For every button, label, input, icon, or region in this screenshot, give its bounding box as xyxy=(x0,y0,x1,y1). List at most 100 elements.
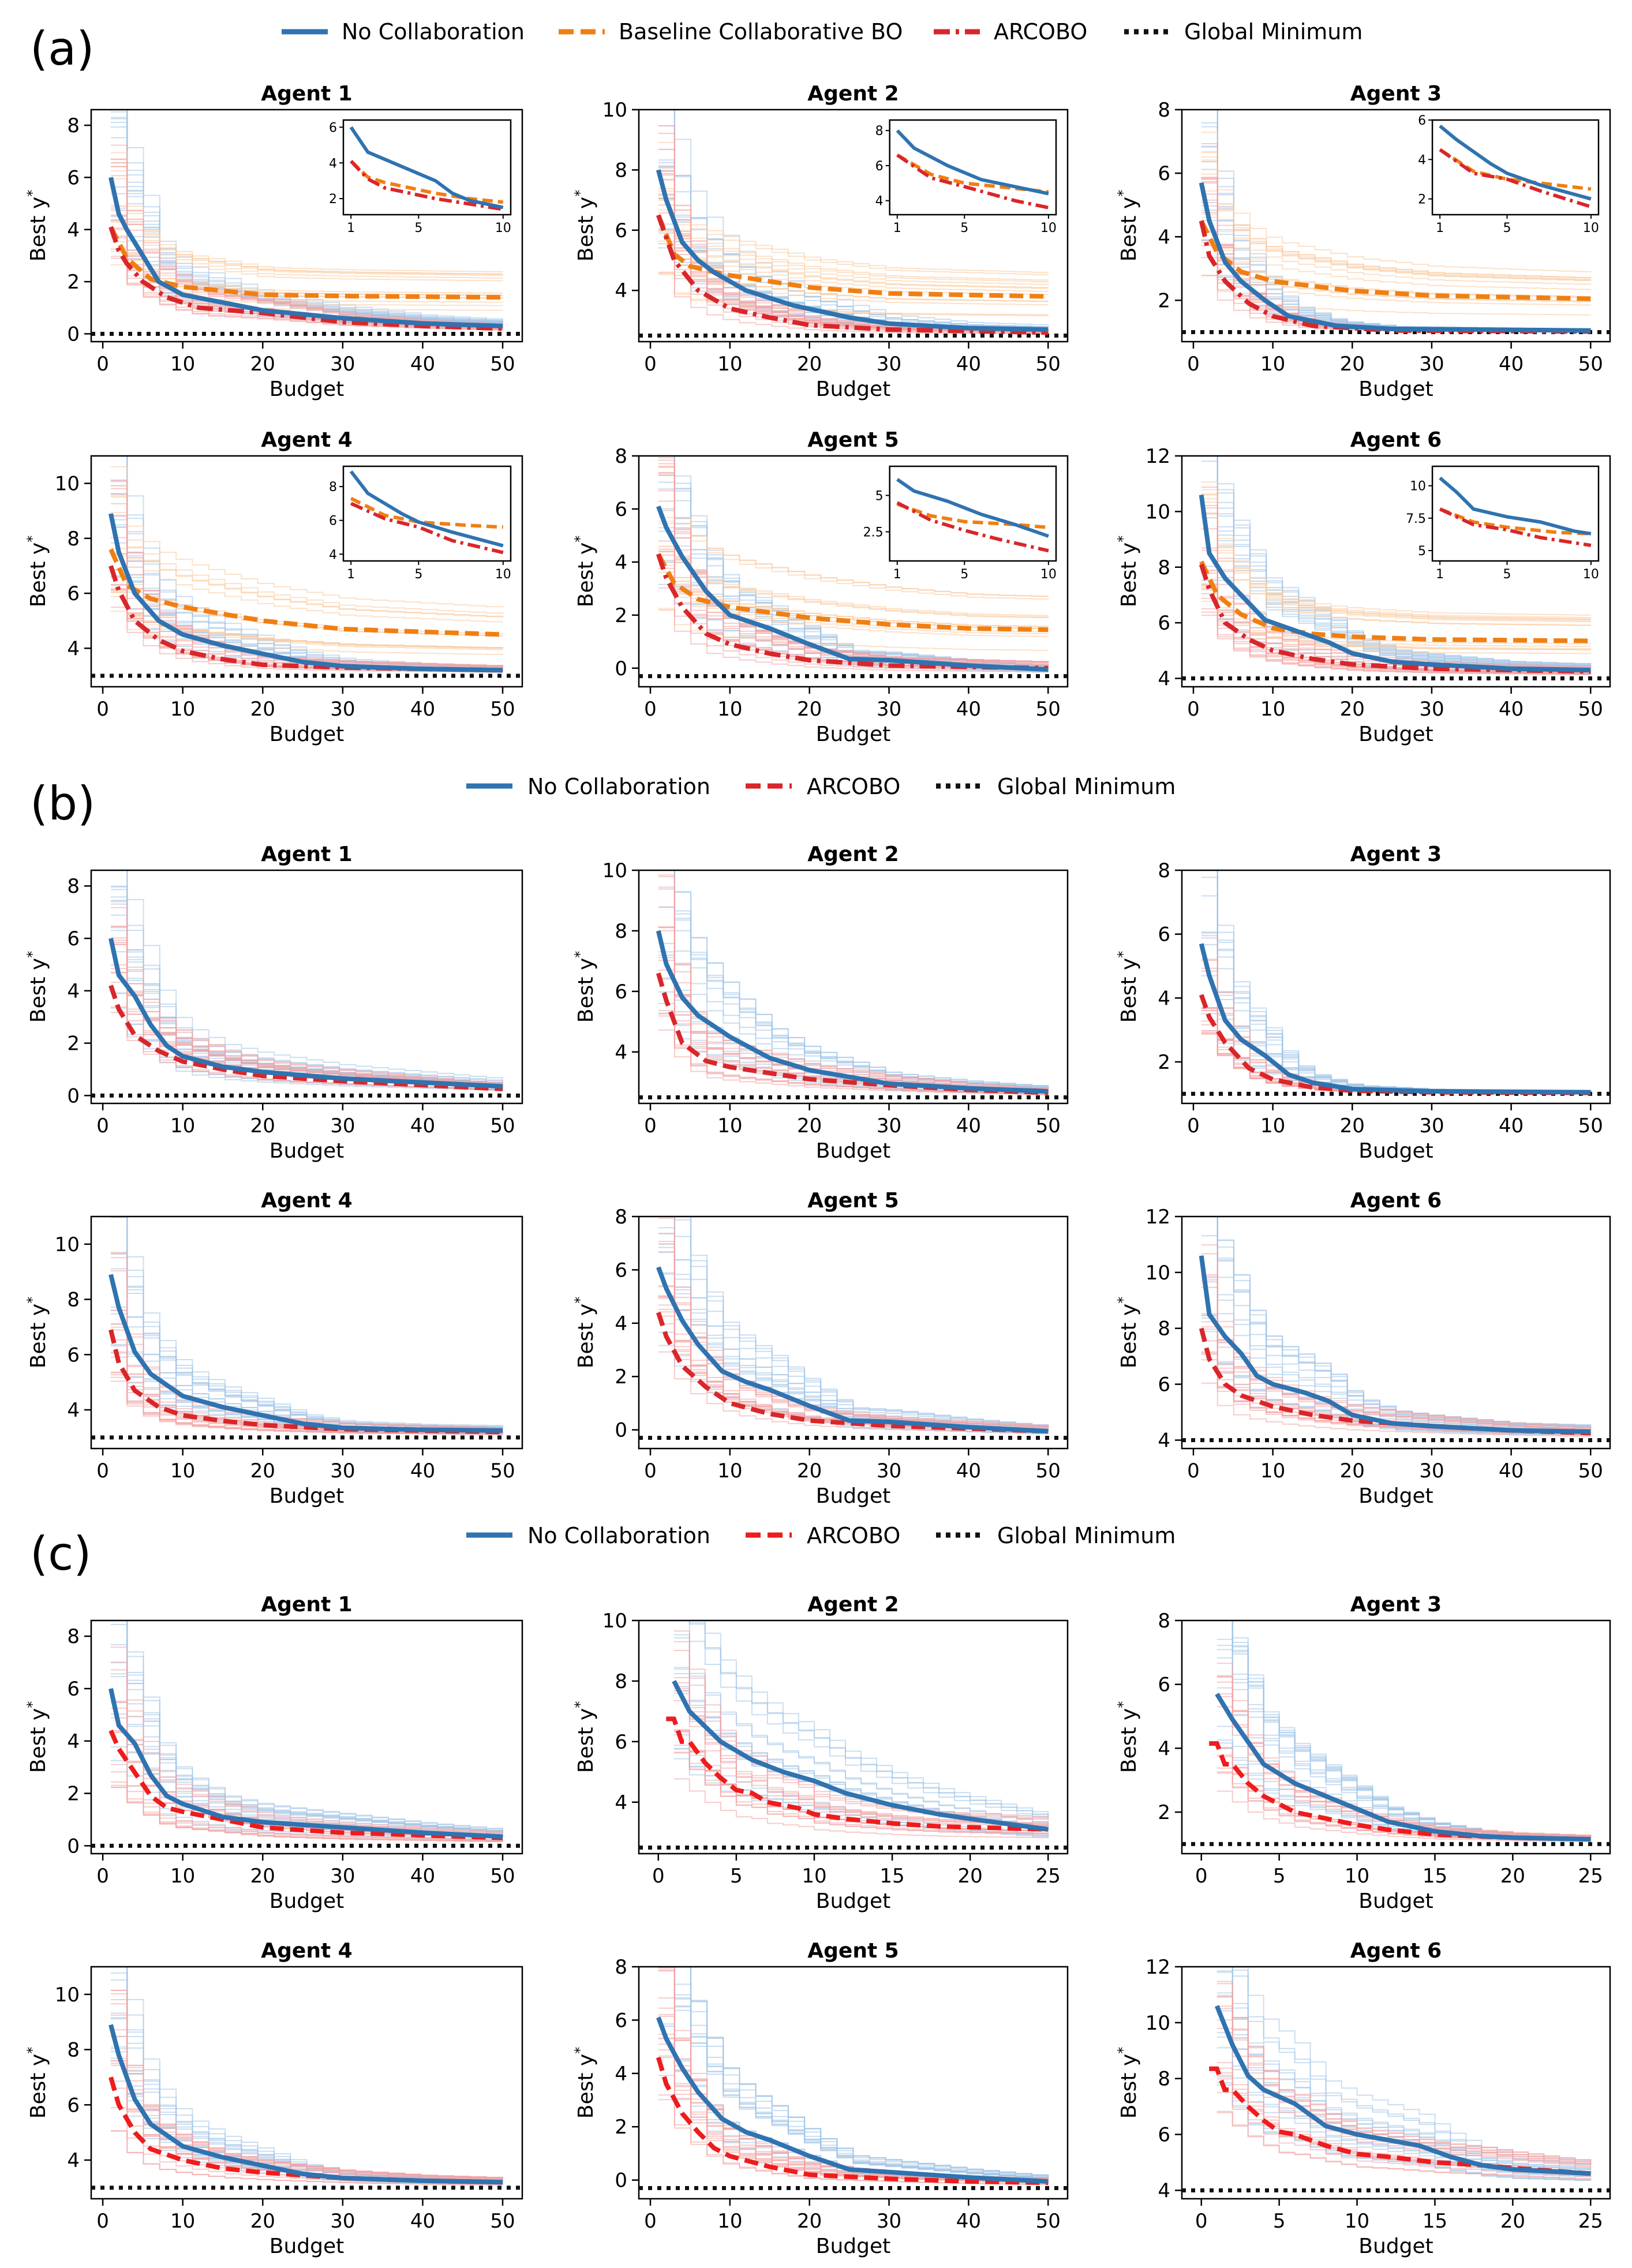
pb-agent5-xtick-label-0: 0 xyxy=(644,1459,657,1483)
pa-agent1-xtick-label-4: 40 xyxy=(410,353,435,376)
pb-agent1-trial-1-3 xyxy=(111,1012,503,1091)
pc-agent6-xlabel: Budget xyxy=(1358,2235,1433,2258)
pb-agent2-trial-1-10 xyxy=(658,1029,1049,1095)
pc-agent2-ytick-label-2: 8 xyxy=(615,1670,627,1693)
pb-agent5-trial-1-4 xyxy=(658,1351,1049,1434)
pc-agent6-ytick-label-1: 6 xyxy=(1158,2124,1170,2147)
pa-agent2-xtick-label-1: 10 xyxy=(717,353,742,376)
pa-agent4-ylabel-sup: * xyxy=(24,536,40,542)
pb-agent3-xtick-label-4: 40 xyxy=(1499,1114,1524,1137)
pc-agent5-trial-0-9 xyxy=(673,1967,1049,2180)
pa-agent4-title: Agent 4 xyxy=(261,428,352,452)
pa-agent4-trial-1-12 xyxy=(111,496,503,617)
pc-agent4-ylabel-sup: * xyxy=(24,2047,40,2054)
pa-agent6-ytick-label-1: 6 xyxy=(1158,612,1170,635)
pb-agent3-xtick-label-5: 50 xyxy=(1578,1114,1603,1137)
pc-agent6-ytick-label-0: 4 xyxy=(1158,2179,1170,2202)
pb-agent3-main-curves xyxy=(1182,943,1610,1096)
pa-agent4-xtick-label-0: 0 xyxy=(96,698,109,721)
pa-agent5-xtick-label-1: 10 xyxy=(717,698,742,721)
pa-agent5-ylabel: Best y* xyxy=(572,536,598,607)
pa-agent4-main-curves xyxy=(91,513,522,678)
pb-agent5-xtick-label-5: 50 xyxy=(1036,1459,1061,1483)
pa-agent5: Agent 5 0 10 20 30 40 50 0 2 4 6 8 Budget Best y* 1 5 10… xyxy=(572,428,1069,746)
pc-agent4-ytick-label-1: 6 xyxy=(67,2094,80,2117)
pc-agent3-ytick-label-2: 6 xyxy=(1158,1674,1170,1697)
pb-agent3-xtick-label-0: 0 xyxy=(1187,1114,1200,1137)
pb-agent6-xlabel: Budget xyxy=(1358,1484,1433,1508)
pb-agent6-ytick-label-4: 12 xyxy=(1146,1206,1170,1229)
pa-agent1-ytick-label-2: 4 xyxy=(67,219,80,242)
pa-agent2-trial-1-13 xyxy=(658,188,1049,289)
pb-agent5-ytick-label-3: 6 xyxy=(615,1259,627,1282)
pb-agent3-xtick-label-2: 20 xyxy=(1340,1114,1365,1137)
pb-agent4-xlabel: Budget xyxy=(269,1484,344,1508)
pa-agent6-xtick-label-5: 50 xyxy=(1578,698,1603,721)
pc-agent2-xtick-label-5: 25 xyxy=(1036,1865,1061,1888)
legend-c-no-collab-label: No Collaboration xyxy=(527,1523,710,1548)
pb-agent4-xtick-label-0: 0 xyxy=(96,1459,109,1483)
pa-agent6-ytick-label-0: 4 xyxy=(1158,668,1170,691)
pa-agent1-inset-xtick-label-0: 1 xyxy=(347,221,355,235)
pa-agent1-ytick-label-3: 6 xyxy=(67,166,80,189)
pa-agent5-ytick-label-4: 8 xyxy=(615,445,627,468)
pc-agent4-trial-1-14 xyxy=(111,1999,503,2179)
pc-agent6-ytick-label-2: 8 xyxy=(1158,2068,1170,2091)
pc-agent5-xtick-label-4: 40 xyxy=(956,2210,981,2233)
pc-agent4-xtick-label-3: 30 xyxy=(330,2210,355,2233)
pc-agent2-trial-1-14 xyxy=(673,1752,1049,1835)
pb-agent6-trial-1-6 xyxy=(1201,1244,1592,1428)
pb-agent2-title: Agent 2 xyxy=(807,843,899,866)
pc-agent2-xtick-label-2: 10 xyxy=(802,1865,826,1888)
pa-agent3-ytick-label-3: 8 xyxy=(1158,99,1170,122)
pb-agent5-ytick-label-1: 2 xyxy=(615,1365,627,1389)
pa-agent4-inset-ytick-label-2: 8 xyxy=(329,480,337,495)
pc-agent6-title: Agent 6 xyxy=(1350,1939,1442,1963)
pb-agent1-ytick-label-1: 2 xyxy=(67,1032,80,1056)
pb-agent1-xtick-label-5: 50 xyxy=(490,1114,515,1137)
pa-agent2-inset-ytick-label-0: 4 xyxy=(875,194,884,209)
pa-agent2-ytick-label-2: 8 xyxy=(615,159,627,182)
pc-agent5-trial-1-12 xyxy=(658,2099,1049,2185)
pc-agent2-xlabel: Budget xyxy=(816,1889,890,1913)
pa-agent5-ytick-label-0: 0 xyxy=(615,657,627,680)
pa-agent1-ylabel-sup: * xyxy=(24,190,40,197)
pa-agent1-trial-1-11 xyxy=(111,159,503,275)
pa-agent5-inset-no-collab-line xyxy=(896,478,1049,538)
pa-agent6-inset-xtick-label-1: 5 xyxy=(1503,567,1511,582)
pc-agent2-main-curves xyxy=(639,1680,1068,1850)
legend-c-global-min-label: Global Minimum xyxy=(997,1523,1176,1548)
pc-agent2-ylabel: Best y* xyxy=(572,1701,598,1773)
pa-agent5-inset-ytick-label-0: 2.5 xyxy=(863,526,884,540)
pb-agent6-main-curves xyxy=(1182,1255,1610,1442)
pa-agent6-xtick-label-1: 10 xyxy=(1260,698,1285,721)
pa-agent1-trial-1-3 xyxy=(111,162,503,276)
pa-agent2-title: Agent 2 xyxy=(807,82,899,106)
pa-agent5-xtick-label-3: 30 xyxy=(877,698,901,721)
pa-agent2-inset-frame xyxy=(889,119,1057,216)
pb-agent4-axes-frame xyxy=(90,1215,523,1450)
panel-label-a: (a) xyxy=(30,22,94,76)
pc-agent6-ytick-label-4: 12 xyxy=(1146,1956,1170,1979)
pa-agent1-title: Agent 1 xyxy=(261,82,352,106)
pa-agent3: Agent 3 0 10 20 30 40 50 2 4 6 8 Budget Best y* 1 5 10 2… xyxy=(1115,82,1611,401)
pc-agent6-ytick-label-3: 10 xyxy=(1146,2012,1170,2035)
pa-agent5-trial-2-3 xyxy=(658,609,1049,672)
pb-agent5-ytick-label-0: 0 xyxy=(615,1419,627,1442)
pb-agent6-xtick-label-2: 20 xyxy=(1340,1459,1365,1483)
pa-agent3-title: Agent 3 xyxy=(1350,82,1442,106)
pa-agent2-inset-no-collab-line xyxy=(896,129,1049,196)
pa-agent2-inset-baseline-line xyxy=(896,154,1049,194)
pa-agent2-xlabel: Budget xyxy=(816,377,890,401)
pc-agent1-ylabel-sup: * xyxy=(24,1701,40,1708)
pb-agent5-title: Agent 5 xyxy=(807,1189,899,1212)
pc-agent6-xtick-label-1: 5 xyxy=(1273,2210,1286,2233)
pa-agent3-xtick-label-0: 0 xyxy=(1187,353,1200,376)
pa-agent1-ytick-label-0: 0 xyxy=(67,323,80,346)
pb-agent5-ytick-label-4: 8 xyxy=(615,1206,627,1229)
pb-agent2-xtick-label-2: 20 xyxy=(797,1114,822,1137)
pb-agent3: Agent 3 0 10 20 30 40 50 2 4 6 8 Budget Best y* xyxy=(1115,843,1611,1163)
pa-agent5-baseline-line xyxy=(656,553,1049,633)
pc-agent5-ylabel: Best y* xyxy=(572,2047,598,2119)
